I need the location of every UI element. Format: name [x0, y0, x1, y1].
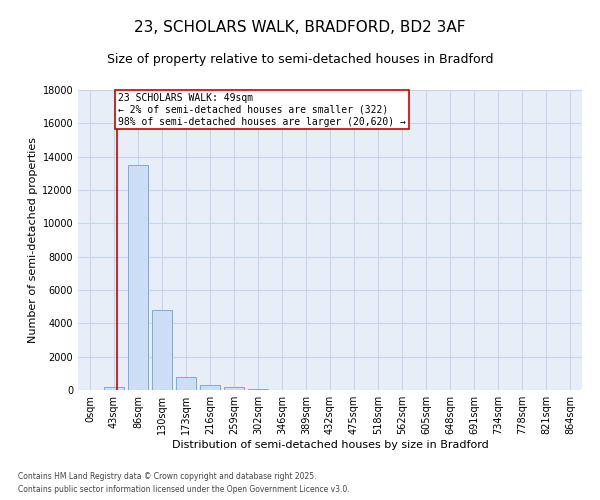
- Text: 23, SCHOLARS WALK, BRADFORD, BD2 3AF: 23, SCHOLARS WALK, BRADFORD, BD2 3AF: [134, 20, 466, 35]
- X-axis label: Distribution of semi-detached houses by size in Bradford: Distribution of semi-detached houses by …: [172, 440, 488, 450]
- Bar: [248, 388, 268, 390]
- Bar: [224, 386, 244, 390]
- Text: 23 SCHOLARS WALK: 49sqm
← 2% of semi-detached houses are smaller (322)
98% of se: 23 SCHOLARS WALK: 49sqm ← 2% of semi-det…: [118, 94, 406, 126]
- Bar: [104, 386, 124, 390]
- Bar: [200, 385, 220, 390]
- Text: Size of property relative to semi-detached houses in Bradford: Size of property relative to semi-detach…: [107, 52, 493, 66]
- Text: Contains HM Land Registry data © Crown copyright and database right 2025.: Contains HM Land Registry data © Crown c…: [18, 472, 317, 481]
- Text: Contains public sector information licensed under the Open Government Licence v3: Contains public sector information licen…: [18, 485, 350, 494]
- Bar: [128, 165, 148, 390]
- Bar: [152, 310, 172, 390]
- Bar: [176, 376, 196, 390]
- Y-axis label: Number of semi-detached properties: Number of semi-detached properties: [28, 137, 38, 343]
